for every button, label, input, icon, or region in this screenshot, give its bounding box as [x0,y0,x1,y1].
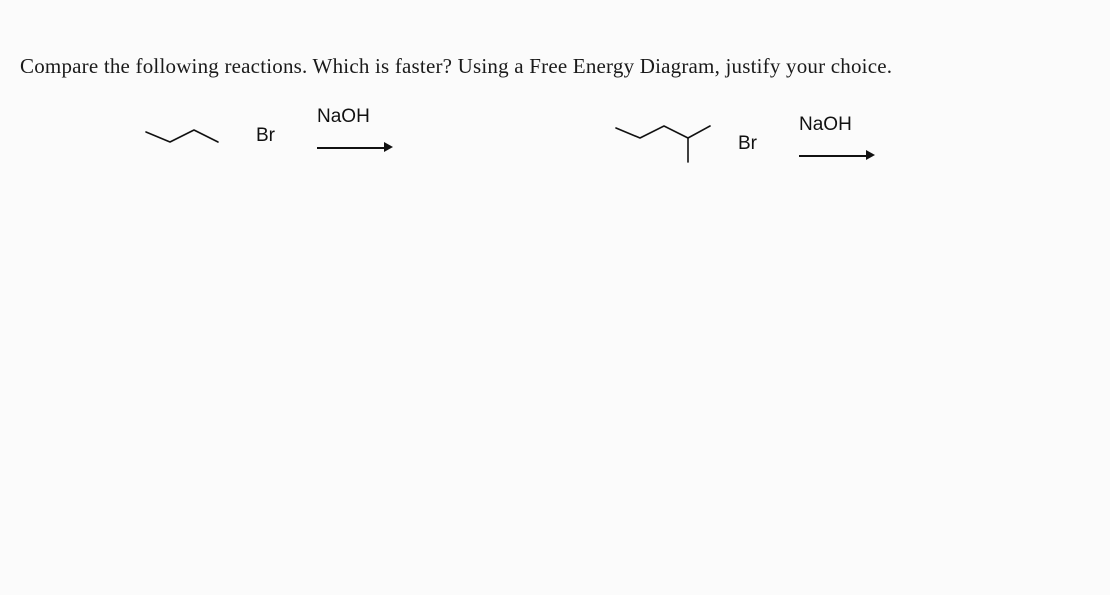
br-label-left: Br [256,125,275,147]
reagent-left: NaOH [317,106,370,127]
reagent-right: NaOH [799,114,852,135]
question-text: Compare the following reactions. Which i… [20,54,892,79]
molecule-primary-bromide [140,108,238,152]
arrow-line-icon [317,147,385,149]
molecule-neopentyl-bromide [610,108,720,168]
reaction-right: Br NaOH [610,108,873,168]
arrow-line-icon [799,155,867,157]
reaction-arrow-left [317,138,391,158]
arrow-head-icon [384,142,393,152]
br-label-right: Br [738,133,757,155]
reaction-left: Br NaOH [140,108,391,152]
arrow-head-icon [866,150,875,160]
reaction-arrow-right [799,146,873,166]
